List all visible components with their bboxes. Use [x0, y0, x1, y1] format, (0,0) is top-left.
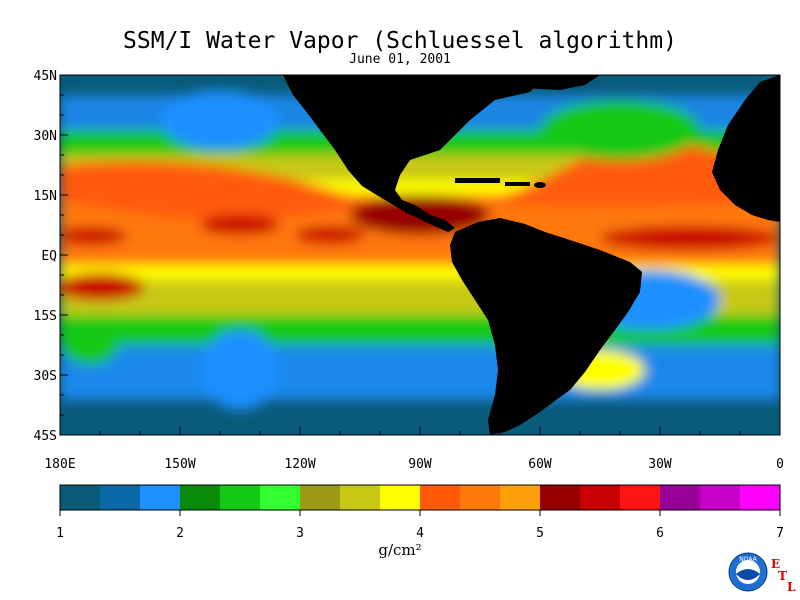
colorbar-swatch — [740, 485, 781, 510]
colorbar: 1 2 3 4 5 6 7 — [56, 484, 784, 541]
colorbar-swatch — [60, 485, 101, 510]
lat-label: 30S — [34, 369, 57, 384]
latitude-axis: 45N 30N 15N EQ 15S 30S 45S — [34, 69, 68, 444]
land-masses — [283, 75, 780, 435]
colorbar-unit: g/cm² — [378, 541, 422, 559]
lat-label: 30N — [34, 129, 57, 144]
colorbar-swatch — [220, 485, 261, 510]
lon-label: 180E — [44, 457, 75, 472]
map-field — [60, 75, 780, 435]
colorbar-swatch — [380, 485, 421, 510]
lon-label: 60W — [528, 457, 552, 472]
colorbar-tick-label: 5 — [536, 526, 544, 541]
colorbar-tick-label: 7 — [776, 526, 784, 541]
colorbar-swatch — [180, 485, 221, 510]
lon-label: 120W — [284, 457, 315, 472]
colorbar-tick-label: 6 — [656, 526, 664, 541]
colorbar-swatch — [140, 485, 181, 510]
colorbar-swatch — [100, 485, 141, 510]
colorbar-swatch — [460, 485, 501, 510]
noaa-logo: NOAA — [728, 552, 768, 592]
lon-label: 90W — [408, 457, 432, 472]
colorbar-tick-label: 4 — [416, 526, 424, 541]
colorbar-swatch — [420, 485, 461, 510]
colorbar-swatch — [340, 485, 381, 510]
colorbar-swatch — [700, 485, 741, 510]
colorbar-swatch — [620, 485, 661, 510]
lon-label: 0 — [776, 457, 784, 472]
colorbar-swatch — [500, 485, 541, 510]
etl-letter-t: T — [778, 569, 787, 583]
lon-label: 30W — [648, 457, 672, 472]
longitude-axis: 180E 150W 120W 90W 60W 30W 0 — [44, 427, 784, 472]
colorbar-swatch — [260, 485, 301, 510]
colorbar-tick-label: 3 — [296, 526, 304, 541]
colorbar-swatch — [660, 485, 701, 510]
noaa-logo-text: NOAA — [739, 556, 757, 563]
lat-label: 45N — [34, 69, 57, 84]
lat-label: 15N — [34, 189, 57, 204]
colorbar-tick-label: 1 — [56, 526, 64, 541]
etl-letter-l: L — [787, 580, 796, 594]
etl-letter-e: E — [771, 557, 781, 571]
lat-label: EQ — [41, 249, 57, 264]
colorbar-swatch — [580, 485, 621, 510]
colorbar-swatch — [540, 485, 581, 510]
map-date: June 01, 2001 — [349, 52, 451, 67]
lat-label: 45S — [34, 429, 57, 444]
lon-label: 150W — [164, 457, 195, 472]
colorbar-tick-label: 2 — [176, 526, 184, 541]
colorbar-swatch — [300, 485, 341, 510]
lat-label: 15S — [34, 309, 57, 324]
map-title: SSM/I Water Vapor (Schluessel algorithm) — [123, 28, 677, 54]
